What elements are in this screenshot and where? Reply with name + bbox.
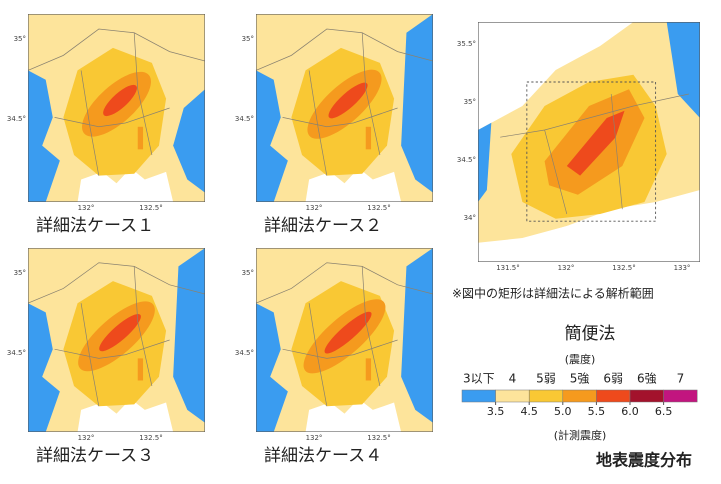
low-zone [28, 303, 60, 432]
legend-class-label: 7 [677, 372, 685, 386]
legend-tick-label: 3.5 [487, 405, 505, 418]
legend-tick-label: 6.0 [621, 405, 639, 418]
sea [77, 168, 174, 202]
lon-label: 133° [674, 264, 691, 272]
lat-label: 35° [242, 35, 254, 43]
sea [305, 168, 402, 202]
note: ※図中の矩形は詳細法による解析範囲 [452, 286, 654, 301]
lat-label: 35° [14, 269, 26, 277]
legend-tick-label: 5.0 [554, 405, 572, 418]
low-zone [666, 22, 700, 118]
lat-label: 34.5° [7, 349, 26, 357]
legend-class-label: 6強 [637, 372, 657, 386]
zone-5-upper [137, 358, 144, 381]
lat-label: 35° [242, 269, 254, 277]
boundary [28, 262, 205, 407]
legend-class-label: 6弱 [603, 372, 623, 386]
caption: 詳細法ケース１ [36, 216, 154, 236]
low-zone [28, 70, 60, 202]
legend-axis-label: (計測震度) [554, 428, 607, 442]
boundary [500, 93, 689, 215]
lat-label: 34° [464, 214, 476, 222]
legend-tick-label: 4.5 [520, 405, 538, 418]
legend-swatch [596, 389, 631, 403]
legend-class-label: 4 [509, 372, 517, 386]
sea [305, 398, 402, 432]
map [256, 14, 433, 202]
lon-label: 132° [306, 434, 323, 442]
legend-class-label: 5強 [570, 372, 590, 386]
legend-swatch [461, 389, 496, 403]
sea [77, 398, 174, 432]
large-map [478, 22, 700, 262]
lat-label: 34.5° [235, 349, 254, 357]
legend-title: (震度) [565, 352, 596, 366]
large-map-caption: 簡便法 [565, 324, 616, 344]
zone-6-lower [103, 84, 137, 117]
legend-swatch [562, 389, 597, 403]
lon-label: 132.5° [367, 204, 391, 212]
lon-label: 132.5° [139, 204, 163, 212]
legend-tick-label: 6.5 [655, 405, 673, 418]
caption: 詳細法ケース２ [264, 216, 382, 236]
lon-label: 131.5° [496, 264, 520, 272]
zone-6-lower [566, 110, 625, 176]
zone-6-lower [324, 311, 372, 354]
legend-swatch [528, 389, 564, 403]
legend-swatch [629, 389, 664, 403]
zone-6-lower [328, 82, 368, 119]
lat-label: 34.5° [7, 115, 26, 123]
zone-6-lower [99, 314, 141, 352]
lon-label: 132° [306, 204, 323, 212]
legend-class-label: 5弱 [536, 372, 556, 386]
low-zone [478, 122, 492, 202]
lon-label: 132.5° [367, 434, 391, 442]
boundary [256, 262, 433, 407]
lon-label: 132° [78, 434, 95, 442]
low-zone [173, 89, 205, 193]
lat-label: 35.5° [457, 40, 476, 48]
figure-title: 地表震度分布 [596, 451, 692, 470]
zone-5-upper [365, 126, 372, 150]
low-zone [256, 70, 288, 202]
boundary [28, 28, 205, 176]
map [28, 248, 205, 432]
low-zone [256, 303, 288, 432]
lat-label: 34.5° [235, 115, 254, 123]
zone-5-upper [137, 126, 144, 150]
caption: 詳細法ケース４ [264, 446, 382, 466]
lat-label: 35° [464, 98, 476, 106]
lon-label: 132° [78, 204, 95, 212]
caption: 詳細法ケース３ [36, 446, 154, 466]
lon-label: 132° [558, 264, 575, 272]
map [256, 248, 433, 432]
boundary [256, 28, 433, 176]
lon-label: 132.5° [139, 434, 163, 442]
legend-tick-label: 5.5 [588, 405, 606, 418]
map [28, 14, 205, 202]
lat-label: 35° [14, 35, 26, 43]
legend-class-label: 3以下 [463, 372, 495, 386]
lat-label: 34.5° [457, 156, 476, 164]
zone-5-upper [365, 358, 372, 381]
legend-swatch [495, 389, 530, 403]
legend-swatch [663, 389, 698, 403]
lon-label: 132.5° [612, 264, 636, 272]
